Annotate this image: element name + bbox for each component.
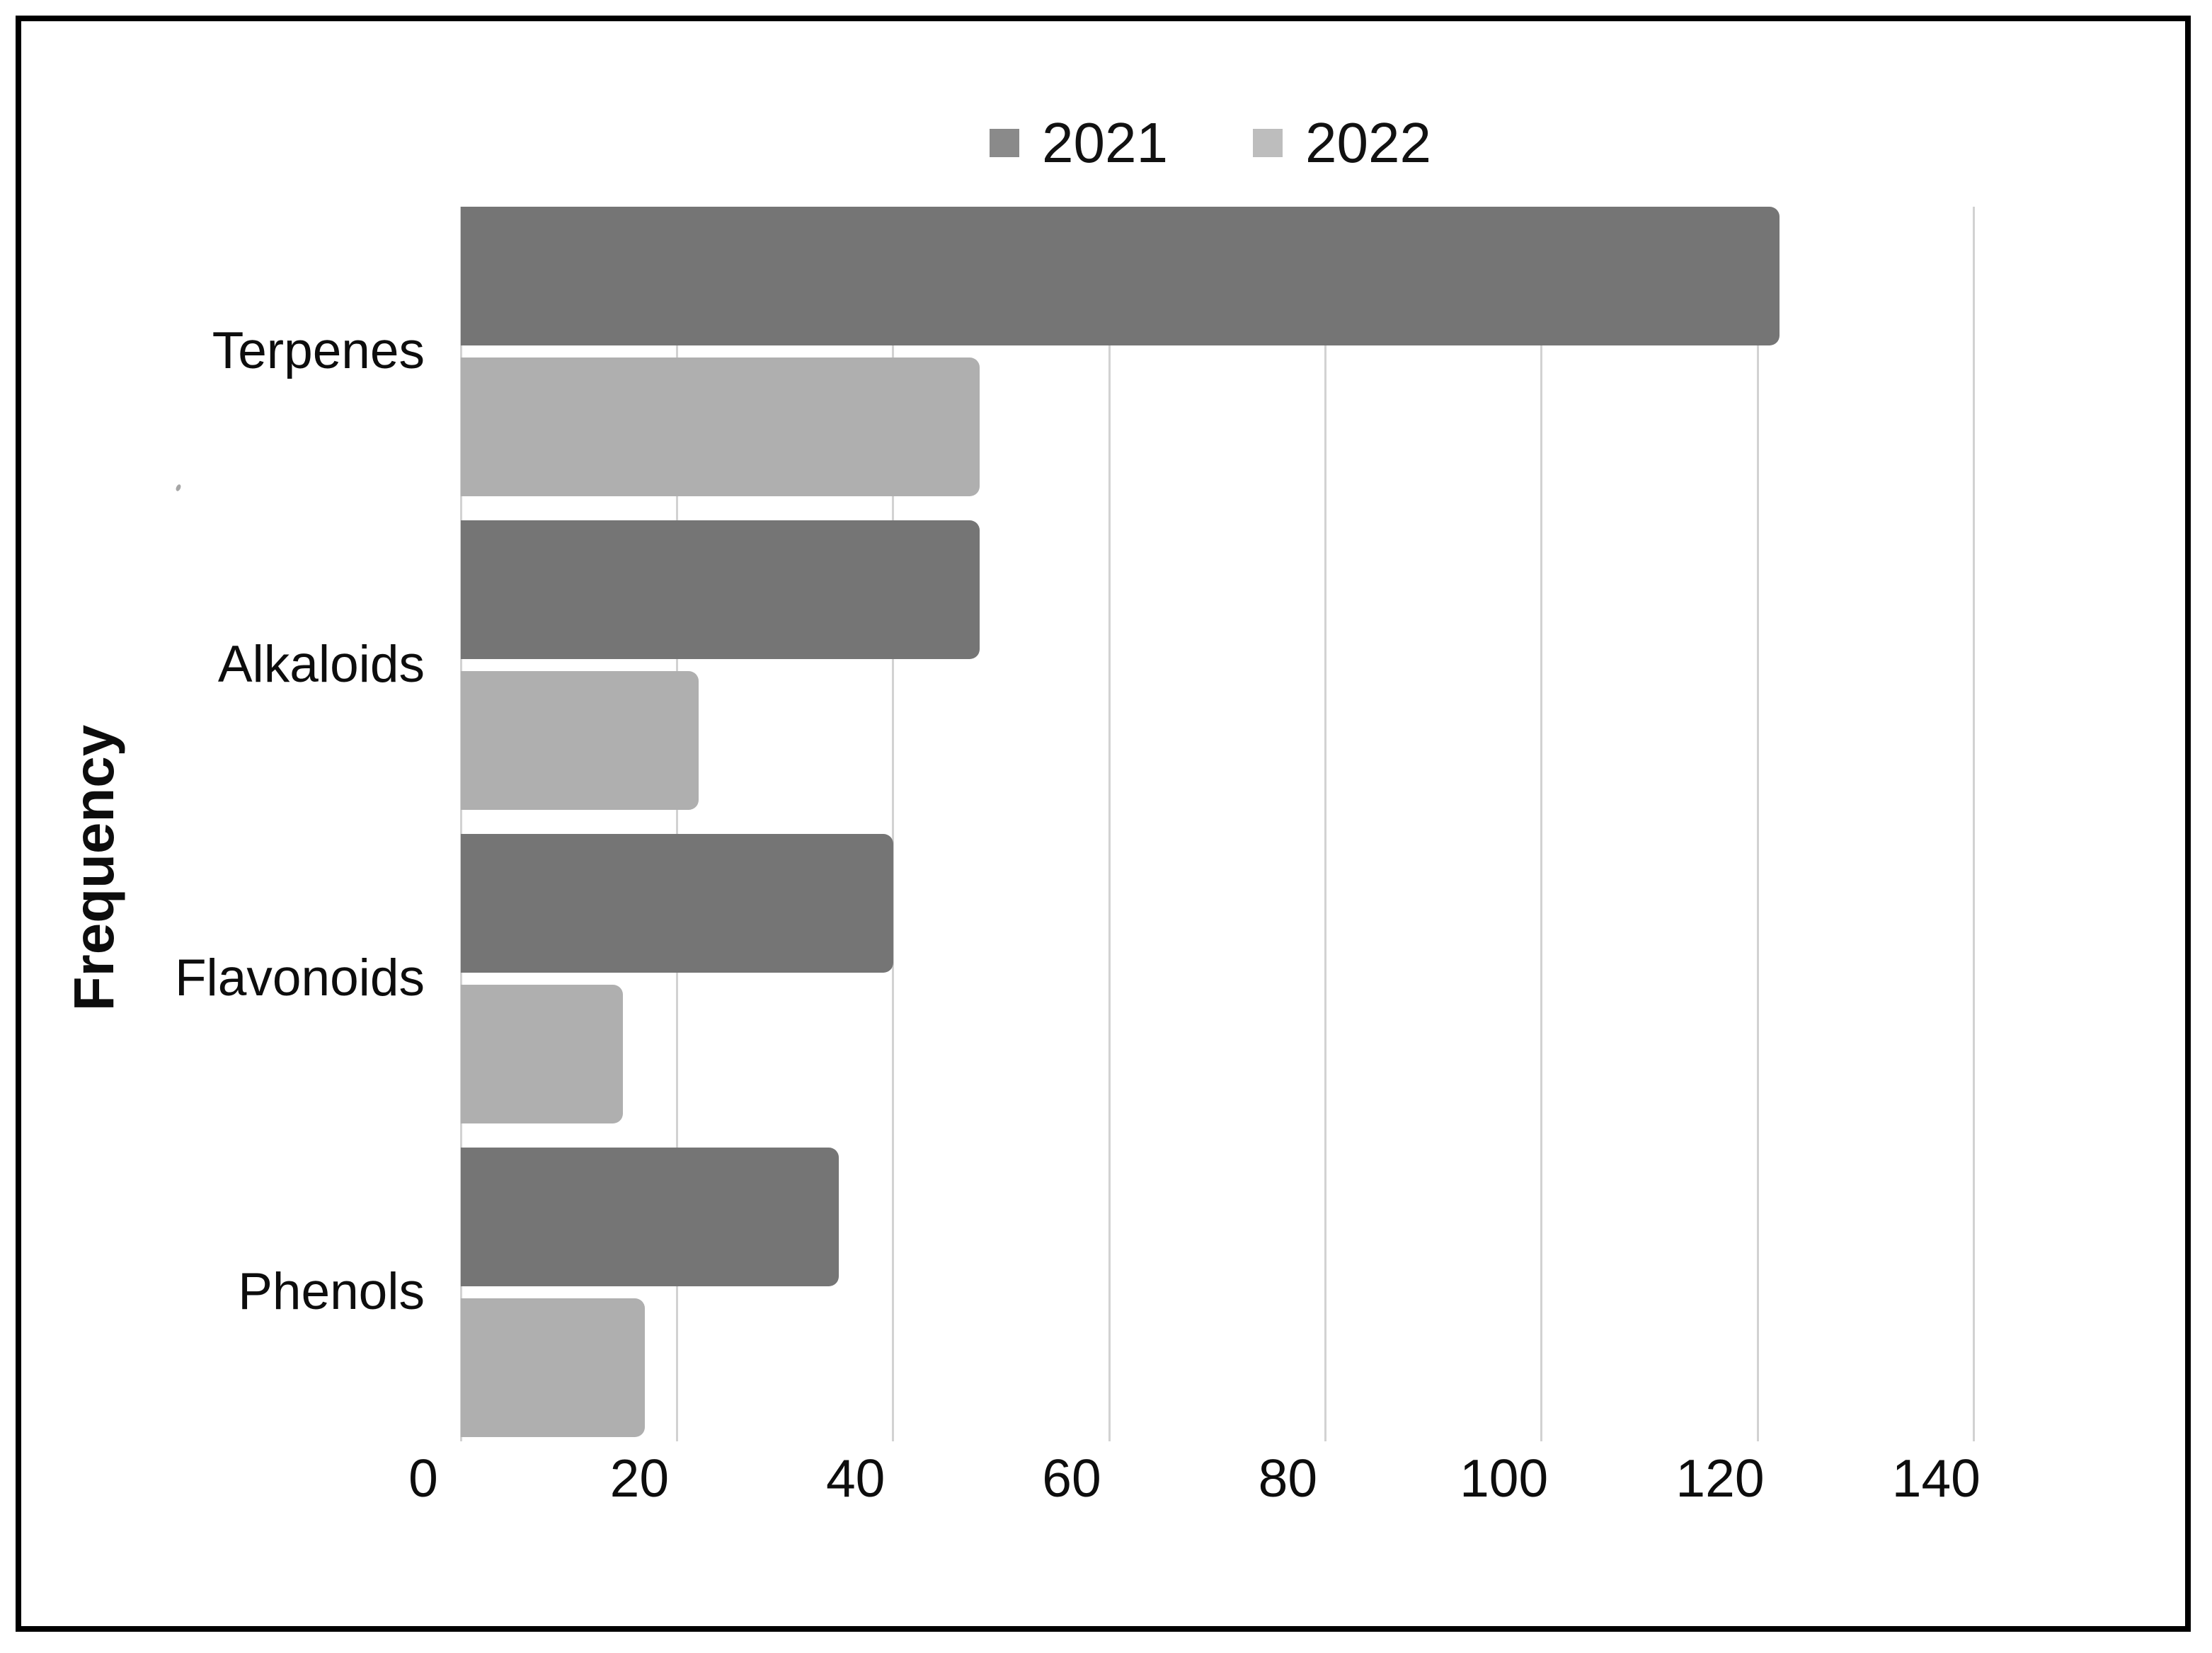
x-tick-label-60: 60 xyxy=(1042,1448,1101,1508)
bar-alkaloids-2021 xyxy=(461,520,980,659)
bar-phenols-2021 xyxy=(461,1148,839,1286)
gridline-140 xyxy=(1972,207,1975,1441)
legend-item-2021: 2021 xyxy=(990,110,1168,176)
plot-area xyxy=(459,207,2082,1441)
legend: 2021 2022 xyxy=(990,110,1431,176)
category-label-alkaloids: Alkaloids xyxy=(217,636,425,693)
bar-flavonoids-2021 xyxy=(461,834,893,973)
gridline-60 xyxy=(1108,207,1111,1441)
x-tick-label-80: 80 xyxy=(1258,1448,1318,1508)
x-tick-label-20: 20 xyxy=(609,1448,670,1508)
x-tick-label-40: 40 xyxy=(825,1448,886,1508)
gridline-0 xyxy=(459,207,462,1441)
bar-phenols-2022 xyxy=(461,1298,645,1437)
legend-swatch-2022 xyxy=(1252,129,1283,157)
bar-alkaloids-2022 xyxy=(461,671,699,810)
x-tick-label-0: 0 xyxy=(408,1448,438,1508)
gridline-80 xyxy=(1324,207,1326,1441)
gridline-120 xyxy=(1756,207,1759,1441)
x-tick-label-140: 140 xyxy=(1891,1448,1981,1508)
gridline-40 xyxy=(892,207,895,1441)
category-label-flavonoids: Flavonoids xyxy=(174,949,425,1007)
gridline-100 xyxy=(1540,207,1543,1441)
x-tick-label-100: 100 xyxy=(1460,1448,1549,1508)
bar-flavonoids-2022 xyxy=(461,985,623,1123)
legend-swatch-2021 xyxy=(990,129,1019,157)
legend-label-2022: 2022 xyxy=(1305,111,1431,174)
category-label-terpenes: Terpenes xyxy=(212,322,425,379)
bar-terpenes-2022 xyxy=(461,358,980,496)
bar-terpenes-2021 xyxy=(461,207,1780,345)
category-label-phenols: Phenols xyxy=(238,1263,425,1320)
gridline-20 xyxy=(675,207,678,1441)
x-tick-label-120: 120 xyxy=(1675,1448,1765,1508)
legend-item-2022: 2022 xyxy=(1252,110,1431,176)
legend-label-2021: 2021 xyxy=(1042,111,1168,174)
